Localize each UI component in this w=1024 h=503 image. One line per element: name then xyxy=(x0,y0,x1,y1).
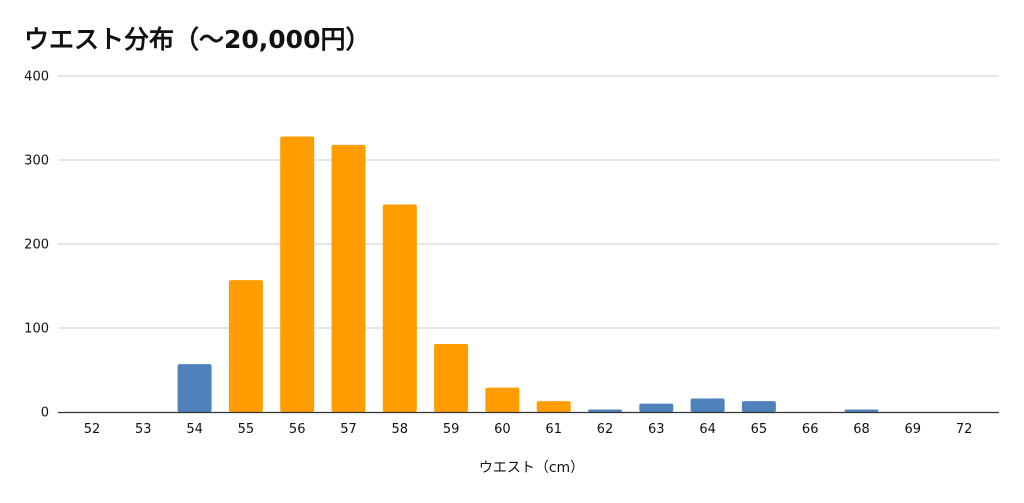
bar-54 xyxy=(178,364,212,412)
x-tick-label: 60 xyxy=(494,422,511,437)
x-tick-label: 57 xyxy=(340,422,357,437)
y-tick-label: 300 xyxy=(24,154,49,169)
x-tick-label: 69 xyxy=(905,422,922,437)
x-tick-label: 68 xyxy=(853,422,870,437)
bar-68 xyxy=(845,409,879,412)
x-tick-label: 53 xyxy=(135,422,152,437)
y-tick-label: 0 xyxy=(41,406,49,421)
x-tick-label: 66 xyxy=(802,422,819,437)
bar-60 xyxy=(485,388,519,412)
x-tick-label: 64 xyxy=(699,422,716,437)
bar-56 xyxy=(280,136,314,412)
bar-61 xyxy=(537,401,571,412)
x-tick-label: 54 xyxy=(186,422,203,437)
x-tick-label: 61 xyxy=(545,422,562,437)
y-tick-label: 200 xyxy=(24,238,49,253)
bar-63 xyxy=(639,404,673,412)
grid-lines xyxy=(58,76,999,328)
x-tick-label: 72 xyxy=(956,422,973,437)
x-tick-label: 58 xyxy=(392,422,409,437)
bar-59 xyxy=(434,344,468,412)
x-axis-title: ウエスト（cm） xyxy=(479,460,584,476)
bar-64 xyxy=(691,399,725,412)
bar-65 xyxy=(742,401,776,412)
bar-57 xyxy=(332,145,366,412)
y-tick-label: 400 xyxy=(24,70,49,85)
x-tick-label: 55 xyxy=(238,422,255,437)
x-tick-label: 65 xyxy=(751,422,768,437)
y-tick-label: 100 xyxy=(24,322,49,337)
x-tick-label: 63 xyxy=(648,422,665,437)
bar-55 xyxy=(229,280,263,412)
bar-62 xyxy=(588,409,622,412)
x-tick-label: 56 xyxy=(289,422,306,437)
x-tick-label: 59 xyxy=(443,422,460,437)
bar-58 xyxy=(383,205,417,412)
x-tick-label: 52 xyxy=(84,422,101,437)
x-tick-label: 62 xyxy=(597,422,614,437)
bars xyxy=(178,136,879,412)
y-axis-ticks: 0 100 200 300 400 xyxy=(24,70,49,421)
x-axis-ticks: 52 53 54 55 56 57 58 59 60 61 62 63 64 65 66 68 69 72 xyxy=(84,422,973,437)
